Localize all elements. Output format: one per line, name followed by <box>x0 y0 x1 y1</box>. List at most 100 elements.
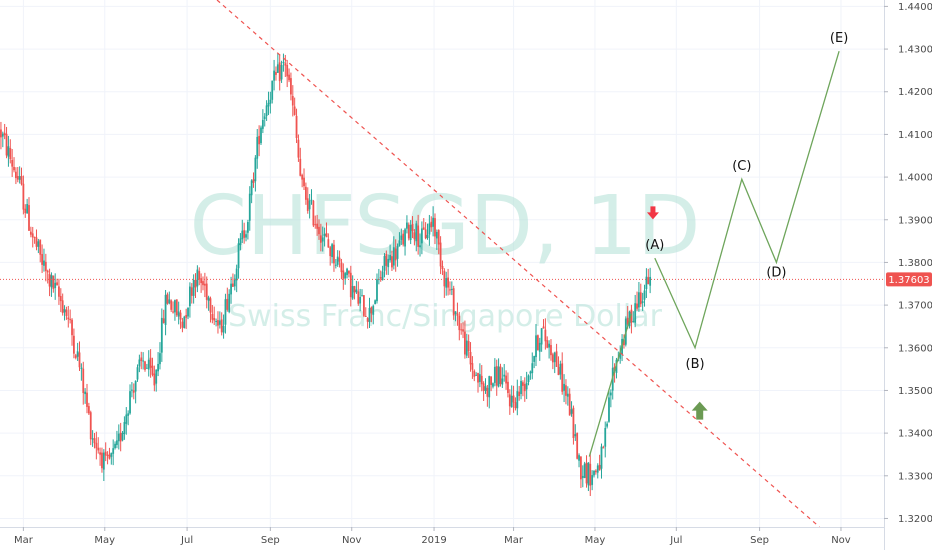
candle-body <box>538 342 541 352</box>
candle-body <box>175 299 178 316</box>
candle-body <box>570 409 573 414</box>
candle-body <box>359 296 362 304</box>
candle-body <box>147 359 150 370</box>
price-axis-label: 1.44000 <box>898 2 932 13</box>
candle-body <box>580 456 582 480</box>
elliott-wave-projection <box>654 51 840 350</box>
candle-body <box>492 383 494 387</box>
candle-body <box>93 438 96 444</box>
candle-body <box>604 428 607 447</box>
candle-body <box>553 352 556 363</box>
candle-body <box>226 298 229 310</box>
candle-body <box>24 208 27 214</box>
candle-body <box>333 244 335 264</box>
candle-body <box>531 363 534 374</box>
candle-body <box>338 257 341 262</box>
candle-body <box>454 311 457 315</box>
candle-body <box>458 315 461 331</box>
candle-body <box>278 62 281 82</box>
candle-body <box>20 175 23 185</box>
candle-body <box>394 248 397 261</box>
candle-body <box>449 289 451 291</box>
price-axis-label: 1.38000 <box>898 258 932 269</box>
candle-body <box>550 345 552 356</box>
candle-body <box>467 341 470 352</box>
candle-body <box>261 119 264 129</box>
candle-body <box>533 356 536 362</box>
candle-body <box>258 135 261 145</box>
candle-body <box>89 412 92 440</box>
candle-body <box>252 179 255 183</box>
candle-body <box>392 247 395 266</box>
candle-body <box>246 222 249 233</box>
candle-body <box>340 262 343 273</box>
candle-body <box>357 291 360 304</box>
price-axis[interactable]: 1.44000 1.43000 1.42000 1.41000 1.40000 1.390… <box>884 2 932 525</box>
candle-body <box>211 313 214 320</box>
candle-body <box>280 64 283 80</box>
candle-body <box>559 363 562 375</box>
candle-body <box>639 292 642 305</box>
time-axis-label: May <box>94 535 115 546</box>
time-axis[interactable]: Mar May Jul Sep Nov 2019 Mar May Jul Sep Nov <box>14 527 851 546</box>
candle-body <box>477 373 479 383</box>
candle-body <box>465 340 468 356</box>
candle-body <box>542 326 545 329</box>
candle-body <box>151 365 154 375</box>
candle-body <box>15 171 17 179</box>
candle-body <box>497 366 500 387</box>
current-price-value: 1.37603 <box>888 275 929 286</box>
wave-label-c: (C) <box>732 159 751 174</box>
time-axis-label: 2019 <box>421 535 446 546</box>
candle-body <box>344 273 347 279</box>
candle-body <box>316 223 319 229</box>
candle-body <box>65 309 68 316</box>
candle-body <box>119 432 122 442</box>
candle-body <box>473 370 476 377</box>
candle-body <box>396 246 399 259</box>
candle-body <box>576 432 579 459</box>
candle-body <box>44 261 47 272</box>
candle-body <box>110 452 113 457</box>
candle-body <box>368 307 371 323</box>
candle-body <box>50 275 53 288</box>
candle-body <box>3 132 6 136</box>
candle-body <box>28 205 30 231</box>
candle-body <box>482 383 485 391</box>
price-axis-label: 1.36000 <box>898 343 932 354</box>
price-axis-label: 1.37000 <box>898 301 932 312</box>
candle-body <box>561 363 564 392</box>
candle-body <box>144 361 146 370</box>
time-axis-label: Jul <box>180 535 193 546</box>
candle-body <box>290 78 292 95</box>
candle-body <box>116 440 118 445</box>
candle-body <box>348 270 350 274</box>
wave-label-d: (D) <box>766 265 786 280</box>
candle-body <box>518 391 521 396</box>
candle-body <box>349 272 352 298</box>
candle-body <box>630 309 633 323</box>
candle-body <box>475 374 478 376</box>
grid-lines <box>0 0 884 527</box>
candle-body <box>39 239 42 255</box>
candle-body <box>312 200 315 226</box>
candle-body <box>230 283 232 295</box>
candle-body <box>188 286 191 307</box>
candle-body <box>645 276 648 290</box>
candle-body <box>125 414 128 424</box>
candle-body <box>168 299 171 304</box>
candle-body <box>5 133 8 156</box>
candle-body <box>428 223 431 235</box>
candle-body <box>321 237 324 242</box>
candle-body <box>415 223 418 242</box>
candle-body <box>46 270 49 273</box>
candle-body <box>314 224 317 226</box>
candle-body <box>250 180 253 196</box>
candle-body <box>97 447 100 451</box>
candle-body <box>587 462 590 486</box>
candle-body <box>241 230 244 240</box>
candle-body <box>581 476 584 478</box>
candle-body <box>480 375 483 385</box>
candle-body <box>145 367 148 369</box>
